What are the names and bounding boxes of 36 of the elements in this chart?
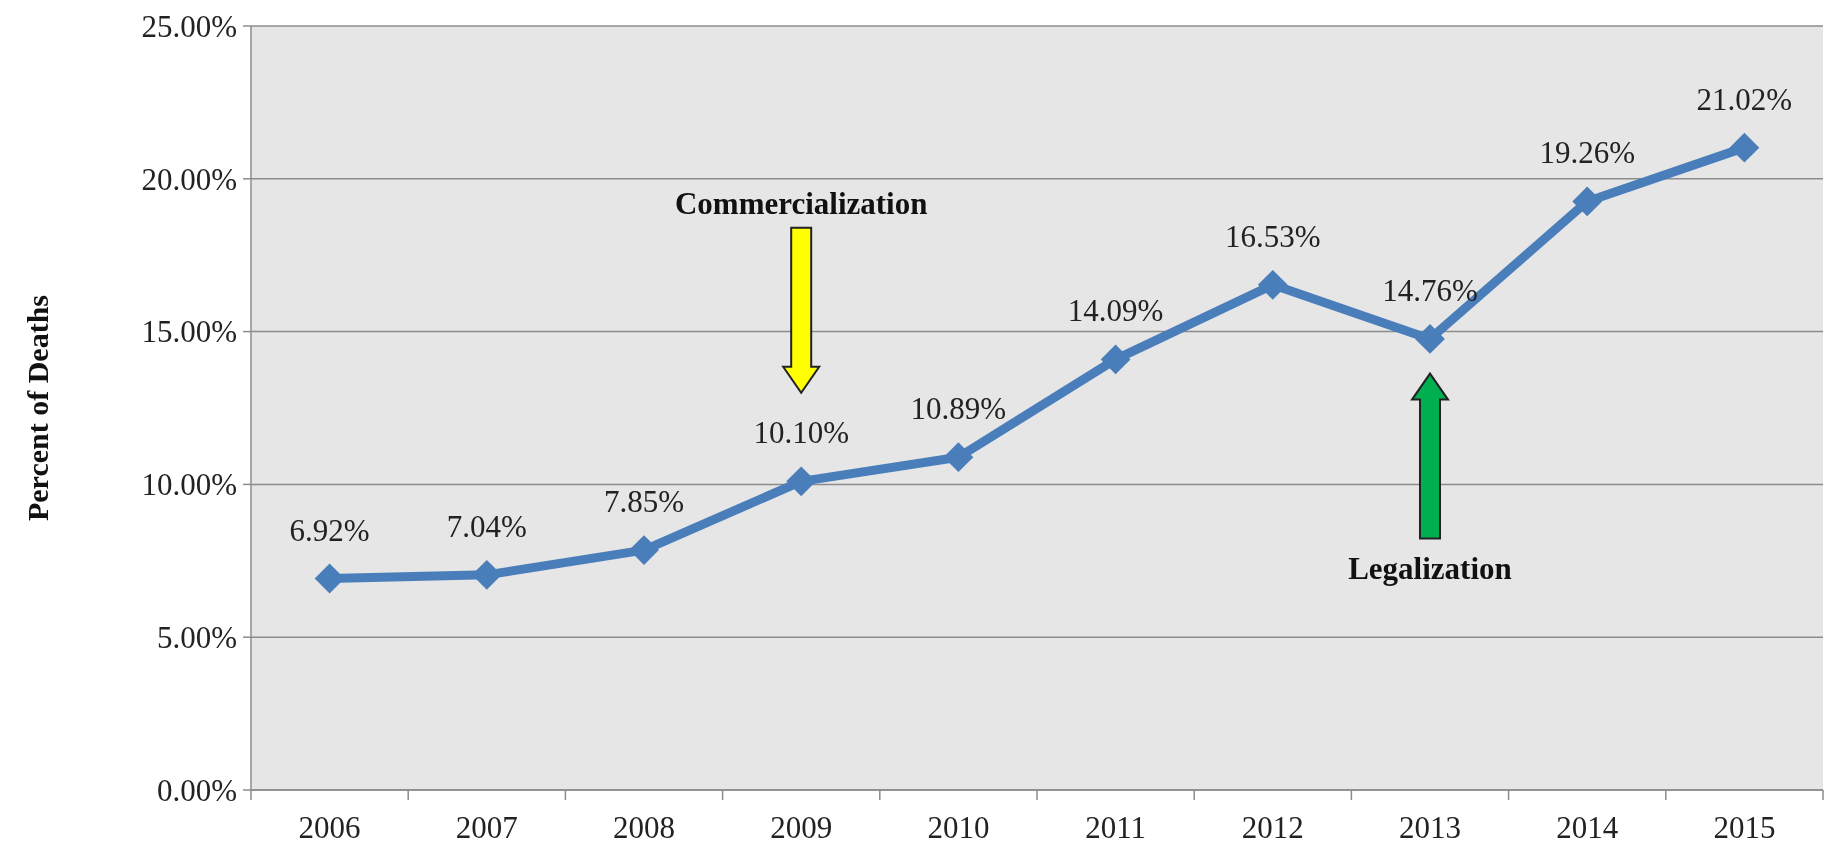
point xyxy=(1257,269,1288,300)
y-axis-title: Percent of Deaths xyxy=(21,294,54,522)
x-tick-label: 2013 xyxy=(1399,810,1461,845)
data-label: 14.09% xyxy=(1067,293,1164,329)
x-tick-label: 2014 xyxy=(1556,810,1619,845)
x-tick-label: 2007 xyxy=(455,810,518,845)
data-label: 21.02% xyxy=(1696,81,1793,117)
x-tick-label: 2011 xyxy=(1085,810,1147,845)
point xyxy=(1415,324,1445,354)
y-tick-label: 5.00% xyxy=(156,620,237,656)
x-tick-label: 2006 xyxy=(298,810,361,845)
point xyxy=(1729,132,1760,163)
point xyxy=(1100,344,1131,375)
data-label: 7.85% xyxy=(603,484,685,520)
data-label: 19.26% xyxy=(1539,135,1635,171)
data-label: 10.10% xyxy=(753,415,849,451)
point xyxy=(629,535,659,566)
data-label: 10.89% xyxy=(910,391,1007,427)
y-tick-label: 20.00% xyxy=(141,161,237,197)
data-label: 7.04% xyxy=(446,508,527,544)
y-tick-label: 25.00% xyxy=(141,8,237,44)
x-tick-label: 2010 xyxy=(927,810,990,845)
point xyxy=(1572,186,1603,217)
data-label: 16.53% xyxy=(1225,218,1321,254)
data-label: 14.76% xyxy=(1382,272,1478,308)
y-tick-label: 10.00% xyxy=(141,467,237,503)
y-tick-label: 0.00% xyxy=(156,772,237,808)
y-tick-label: 15.00% xyxy=(141,314,237,350)
data-label: 6.92% xyxy=(289,512,370,548)
x-tick-label: 2009 xyxy=(770,810,833,845)
x-tick-label: 2012 xyxy=(1241,810,1304,845)
annotation: Commercialization xyxy=(674,185,928,221)
x-tick-label: 2008 xyxy=(613,810,675,845)
x-tick-label: 2015 xyxy=(1713,810,1776,845)
annotation: Legalization xyxy=(1348,550,1512,586)
point xyxy=(943,442,974,473)
